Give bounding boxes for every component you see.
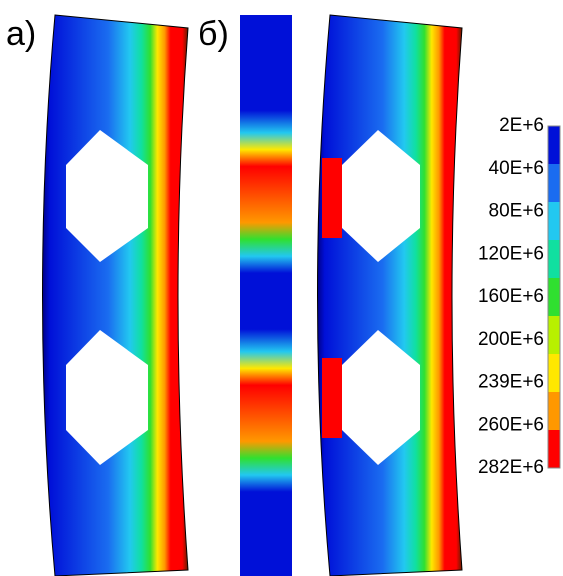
colorbar-segment — [548, 164, 560, 203]
colorbar-label: 200E+6 — [478, 329, 544, 350]
colorbar-segment — [548, 240, 560, 279]
colorbar-segment — [548, 354, 560, 393]
figure: а) б) 2E+6 40E+6 80E+6 120E+6 160E+6 200E+6 23… — [0, 0, 563, 576]
colorbar-segment — [548, 316, 560, 355]
colorbar-label: 239E+6 — [478, 372, 544, 393]
strip-b — [240, 15, 292, 576]
colorbar-segment — [548, 392, 560, 431]
colorbar: 2E+6 40E+6 80E+6 120E+6 160E+6 200E+6 239E+6 26… — [478, 115, 560, 478]
colorbar-label: 40E+6 — [489, 158, 544, 179]
colorbar-segment — [548, 430, 560, 469]
colorbar-segment — [548, 278, 560, 317]
beam-a — [43, 15, 189, 576]
stress-zone — [322, 358, 342, 438]
colorbar-label: 260E+6 — [478, 414, 544, 435]
stress-zone — [322, 158, 342, 238]
colorbar-segment — [548, 202, 560, 241]
colorbar-label: 120E+6 — [478, 243, 544, 264]
panel-label: а) — [6, 15, 36, 53]
colorbar-label: 80E+6 — [489, 201, 544, 222]
colorbar-label: 160E+6 — [478, 286, 544, 307]
panel-label: б) — [198, 15, 229, 53]
colorbar-label: 282E+6 — [478, 457, 544, 478]
colorbar-label: 2E+6 — [499, 115, 544, 136]
beam-c — [318, 15, 463, 576]
colorbar-segment — [548, 126, 560, 165]
